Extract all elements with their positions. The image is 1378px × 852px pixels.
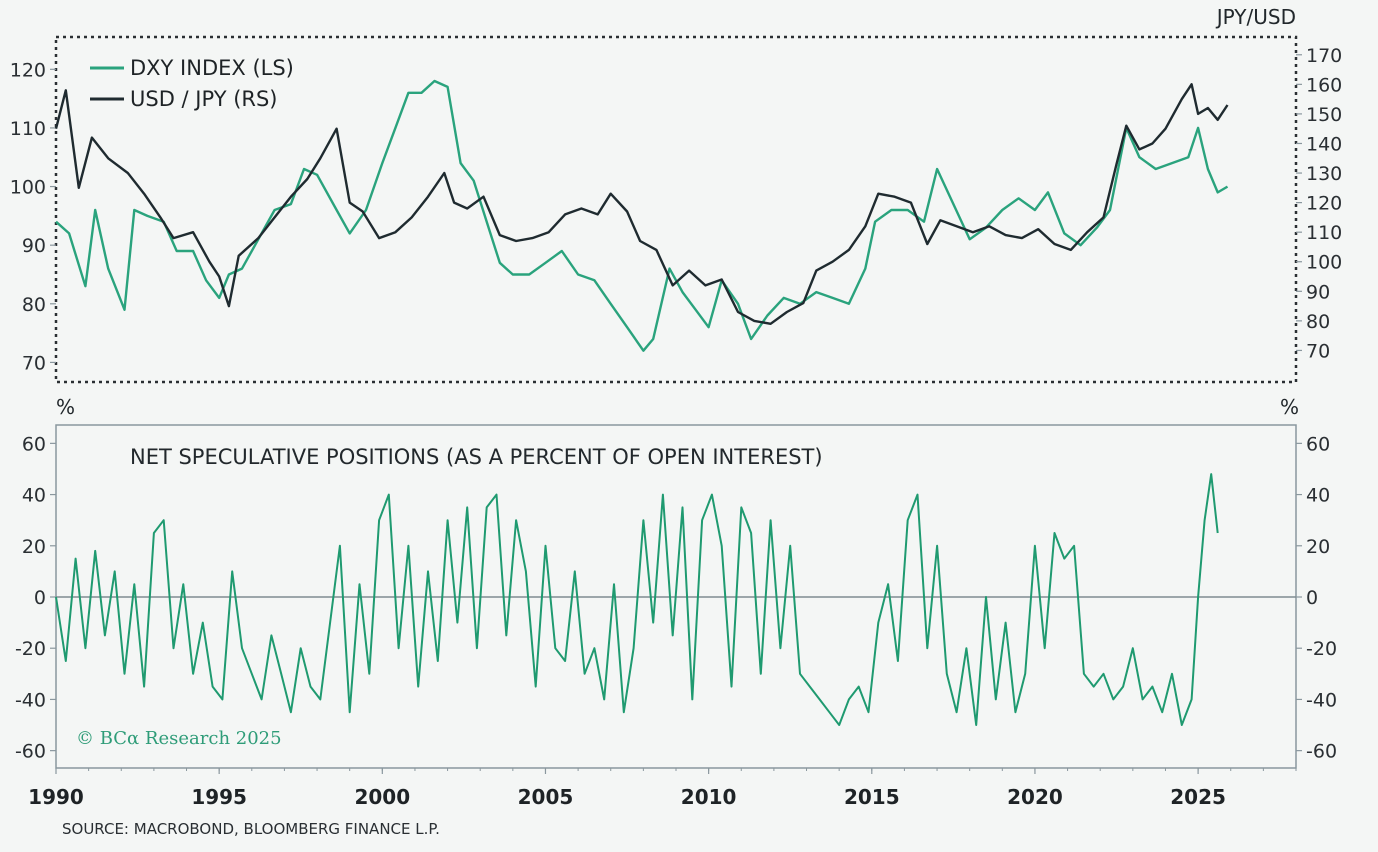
top-right-tick-label: 80 — [1306, 311, 1330, 333]
usd-jpy-series-line — [54, 83, 1229, 325]
bottom-right-tick-label: -40 — [1306, 689, 1337, 711]
x-tick-label: 2015 — [844, 785, 900, 809]
bottom-right-unit-label: % — [1280, 395, 1299, 419]
top-left-tick-label: 110 — [10, 118, 46, 140]
x-tick-label: 2025 — [1170, 785, 1226, 809]
x-tick-label: 1995 — [191, 785, 247, 809]
legend-label-dxy: DXY INDEX (LS) — [130, 56, 294, 80]
legend-label-usdjpy: USD / JPY (RS) — [130, 87, 278, 111]
top-right-axis: 170 160 150 140 130 120 110 100 90 80 70 — [1296, 45, 1342, 362]
bottom-right-tick-label: -60 — [1306, 741, 1337, 763]
bottom-left-tick-label: -60 — [15, 741, 46, 763]
x-tick-label: 1990 — [28, 785, 84, 809]
top-panel-frame — [54, 35, 1298, 384]
top-left-tick-label: 80 — [22, 294, 46, 316]
top-left-tick-label: 90 — [22, 235, 46, 257]
top-right-tick-label: 110 — [1306, 222, 1342, 244]
bca-watermark: © BCα Research 2025 — [76, 728, 282, 749]
top-right-tick-label: 120 — [1306, 193, 1342, 215]
x-tick-label: 2020 — [1007, 785, 1063, 809]
top-left-tick-label: 120 — [10, 59, 46, 81]
bottom-left-axis: 60 40 20 0 -20 -40 -60 — [15, 433, 56, 763]
top-left-tick-label: 100 — [10, 177, 46, 199]
bottom-right-tick-label: 0 — [1306, 587, 1318, 609]
top-right-tick-label: 140 — [1306, 133, 1342, 155]
x-tick-label: 2005 — [518, 785, 574, 809]
bottom-left-unit-label: % — [56, 395, 75, 419]
bottom-right-axis: 60 40 20 0 -20 -40 -60 — [1296, 433, 1337, 763]
bottom-right-tick-label: 60 — [1306, 433, 1330, 455]
bottom-left-tick-label: 60 — [22, 433, 46, 455]
net-speculative-series-line — [55, 473, 1219, 726]
bottom-left-tick-label: -40 — [15, 689, 46, 711]
top-right-tick-label: 150 — [1306, 104, 1342, 126]
legend: DXY INDEX (LS) USD / JPY (RS) — [90, 56, 294, 111]
bottom-panel-title: NET SPECULATIVE POSITIONS (AS A PERCENT … — [130, 445, 823, 469]
bottom-left-tick-label: -20 — [15, 638, 46, 660]
x-axis: 1990 1995 2000 2005 2010 2015 2020 2025 — [28, 768, 1297, 809]
top-left-axis: 120 110 100 90 80 70 — [10, 59, 56, 374]
x-tick-label: 2000 — [354, 785, 410, 809]
top-right-tick-label: 170 — [1306, 45, 1342, 67]
x-tick-label: 2010 — [681, 785, 737, 809]
bottom-right-tick-label: 20 — [1306, 536, 1330, 558]
bottom-right-tick-label: -20 — [1306, 638, 1337, 660]
top-right-tick-label: 100 — [1306, 252, 1342, 274]
top-right-tick-label: 70 — [1306, 340, 1330, 362]
bottom-right-tick-label: 40 — [1306, 485, 1330, 507]
top-right-tick-label: 130 — [1306, 163, 1342, 185]
bottom-left-tick-label: 20 — [22, 536, 46, 558]
top-right-tick-label: 90 — [1306, 281, 1330, 303]
source-note: SOURCE: MACROBOND, BLOOMBERG FINANCE L.P… — [62, 820, 440, 838]
top-right-tick-label: 160 — [1306, 74, 1342, 96]
bottom-left-tick-label: 40 — [22, 485, 46, 507]
right-axis-unit-label: JPY/USD — [1215, 5, 1296, 29]
bottom-left-tick-label: 0 — [34, 587, 46, 609]
top-left-tick-label: 70 — [22, 352, 46, 374]
